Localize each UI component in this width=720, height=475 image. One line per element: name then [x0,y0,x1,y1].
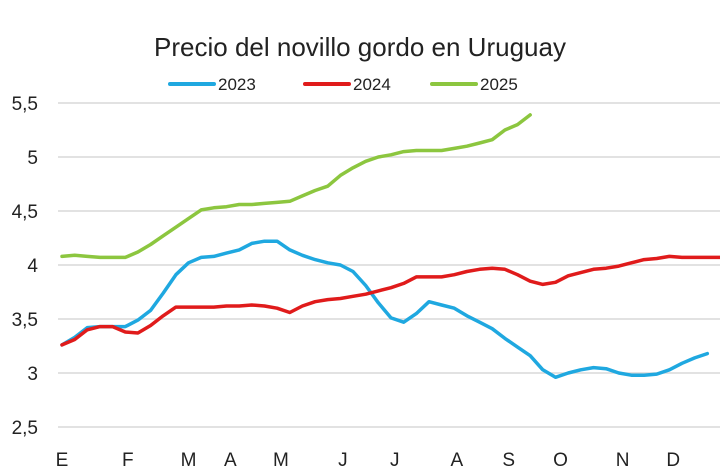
x-tick-label: E [56,450,69,471]
y-tick-label: 4 [27,256,38,277]
legend-label-2025: 2025 [480,75,518,94]
x-tick-label: M [181,450,197,471]
x-tick-label: A [450,450,463,471]
legend-label-2024: 2024 [353,75,391,94]
series-line-2025 [60,113,532,260]
y-tick-label: 2,5 [12,418,38,439]
x-tick-label: O [553,450,568,471]
legend-label-2023: 2023 [218,75,256,94]
y-tick-label: 4,5 [12,202,38,223]
y-tick-label: 3 [27,364,38,385]
x-tick-label: J [338,450,348,471]
x-tick-label: F [122,450,134,471]
chart-title: Precio del novillo gordo en Uruguay [154,32,566,62]
x-tick-label: D [666,450,680,471]
x-tick-label: N [616,450,630,471]
y-tick-label: 3,5 [12,310,38,331]
y-tick-label: 5 [27,148,38,169]
series-line-2024 [60,254,720,347]
series-line-2023 [60,239,710,380]
x-tick-label: A [224,450,237,471]
x-tick-label: M [273,450,289,471]
y-tick-label: 5,5 [12,94,38,115]
x-tick-label: J [390,450,400,471]
x-tick-label: S [502,450,515,471]
